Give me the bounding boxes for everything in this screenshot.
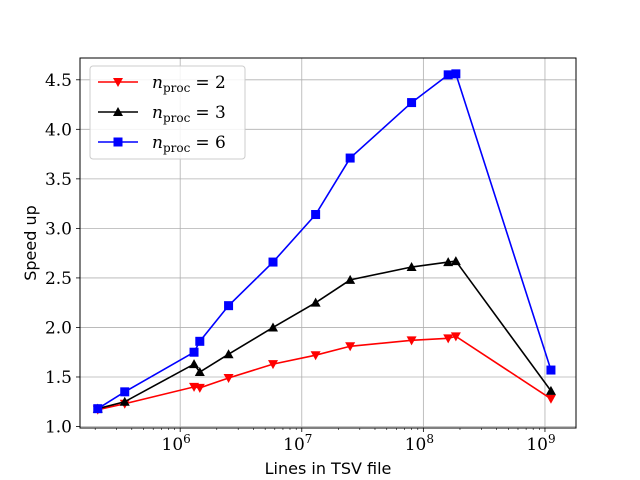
y-tick-label: 2.0 xyxy=(45,318,72,338)
x-tick-base: 10 xyxy=(405,435,427,455)
data-point xyxy=(310,351,321,361)
data-point xyxy=(223,349,234,359)
legend-subscript: proc xyxy=(163,111,191,125)
x-tick-label: 108 xyxy=(405,432,434,455)
legend-value: = 6 xyxy=(195,133,225,153)
y-tick-label: 1.0 xyxy=(45,418,72,438)
legend-symbol: n xyxy=(152,73,163,93)
series-line xyxy=(97,260,552,410)
data-point xyxy=(119,396,130,406)
data-point xyxy=(268,322,279,332)
legend-entry: nproc = 3 xyxy=(98,103,226,125)
x-tick-exponent: 6 xyxy=(183,432,191,446)
x-axis-label: Lines in TSV file xyxy=(265,459,392,478)
data-point xyxy=(406,262,417,272)
series-2 xyxy=(92,256,556,413)
data-point xyxy=(450,332,461,342)
data-point xyxy=(120,387,130,397)
y-tick-label: 4.0 xyxy=(45,120,72,140)
legend-value: = 3 xyxy=(195,103,225,123)
x-tick-base: 10 xyxy=(283,435,305,455)
legend-label: nproc = 3 xyxy=(152,103,226,125)
x-tick-base: 10 xyxy=(162,435,184,455)
data-point xyxy=(194,383,205,393)
data-point xyxy=(443,70,453,80)
series-layer xyxy=(92,69,556,415)
x-tick-exponent: 7 xyxy=(305,432,313,446)
y-axis-label: Speed up xyxy=(21,205,40,281)
legend-symbol: n xyxy=(152,103,163,123)
data-point xyxy=(93,404,103,414)
data-point xyxy=(545,394,556,404)
x-tick-exponent: 9 xyxy=(548,432,556,446)
x-tick-label: 106 xyxy=(162,432,191,455)
y-tick-label: 4.5 xyxy=(45,71,72,91)
legend-marker xyxy=(113,107,123,116)
legend-box xyxy=(89,65,246,160)
x-tick-label: 107 xyxy=(283,432,312,455)
legend-label: nproc = 2 xyxy=(152,73,226,95)
data-point xyxy=(268,257,278,267)
legend-subscript: proc xyxy=(163,141,191,155)
data-point xyxy=(189,347,199,357)
data-point xyxy=(345,274,356,284)
legend-symbol: n xyxy=(152,133,163,153)
data-point xyxy=(345,342,356,352)
legend-entry: nproc = 6 xyxy=(98,133,226,155)
x-tick-label: 109 xyxy=(526,432,555,455)
data-point xyxy=(546,365,556,375)
data-point xyxy=(310,297,321,307)
data-point xyxy=(443,257,454,267)
x-tick-base: 10 xyxy=(526,435,548,455)
series-1 xyxy=(92,332,556,415)
data-point xyxy=(443,334,454,344)
y-tick-label: 2.5 xyxy=(45,269,72,289)
y-tick-label: 3.5 xyxy=(45,170,72,190)
data-point xyxy=(451,69,461,79)
legend-value: = 2 xyxy=(195,73,225,93)
data-point xyxy=(345,153,355,163)
data-point xyxy=(545,385,556,395)
data-point xyxy=(407,98,417,108)
data-point xyxy=(189,359,200,369)
data-point xyxy=(450,256,461,266)
y-tick-label: 1.5 xyxy=(45,368,72,388)
x-tick-exponent: 8 xyxy=(426,432,434,446)
data-point xyxy=(406,336,417,346)
data-point xyxy=(223,373,234,383)
legend-subscript: proc xyxy=(163,81,191,95)
legend-marker xyxy=(113,137,123,147)
series-3 xyxy=(93,69,556,414)
data-point xyxy=(195,336,205,346)
y-tick-label: 3.0 xyxy=(45,219,72,239)
plot-area-frame xyxy=(79,57,577,429)
legend-entry: nproc = 2 xyxy=(98,73,226,95)
data-point xyxy=(268,360,279,370)
legend-label: nproc = 6 xyxy=(152,133,226,155)
data-point xyxy=(311,210,321,220)
series-line xyxy=(97,335,552,411)
data-point xyxy=(224,301,234,311)
legend-marker xyxy=(113,78,123,87)
data-point xyxy=(194,367,205,377)
